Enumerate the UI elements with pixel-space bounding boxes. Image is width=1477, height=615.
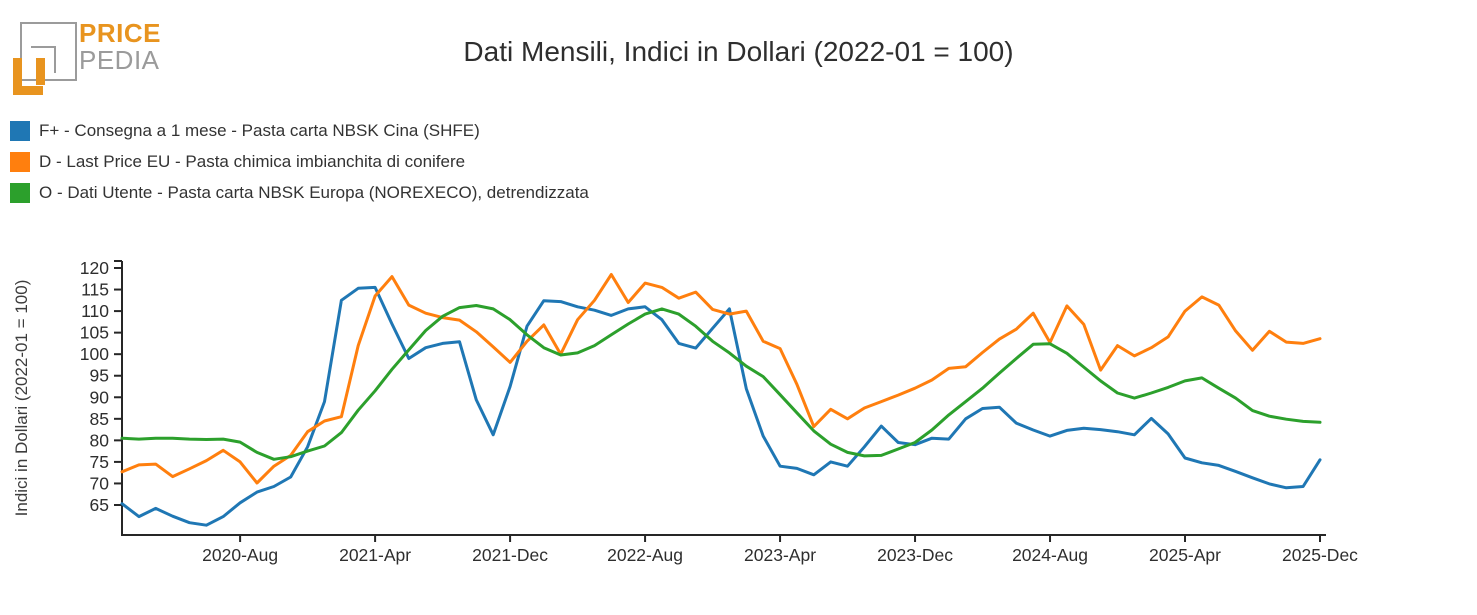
x-tick-label: 2025-Apr xyxy=(1149,545,1221,565)
legend-item-0: F+ - Consegna a 1 mese - Pasta carta NBS… xyxy=(10,120,589,141)
logo-inner-bracket-icon xyxy=(31,46,56,73)
series-line-1 xyxy=(120,273,1322,485)
pricepedia-logo: PRICE PEDIA xyxy=(0,0,230,100)
logo-outer-square-icon xyxy=(20,22,77,81)
legend-label: O - Dati Utente - Pasta carta NBSK Europ… xyxy=(39,182,589,202)
series-line-2 xyxy=(120,304,1322,461)
legend-item-2: O - Dati Utente - Pasta carta NBSK Europ… xyxy=(10,182,589,203)
logo-text-pedia: PEDIA xyxy=(79,44,160,75)
y-tick-label: 65 xyxy=(90,495,109,515)
x-tick-label: 2023-Dec xyxy=(877,545,953,565)
legend-label: D - Last Price EU - Pasta chimica imbian… xyxy=(39,151,466,171)
x-tick-label: 2025-Dec xyxy=(1282,545,1358,565)
legend-item-1: D - Last Price EU - Pasta chimica imbian… xyxy=(10,151,589,172)
x-tick-label: 2021-Apr xyxy=(339,545,411,565)
logo-orange-corner-icon xyxy=(13,58,43,95)
x-tick-label: 2020-Aug xyxy=(202,545,278,565)
y-tick-label: 105 xyxy=(80,323,109,343)
y-tick-label: 75 xyxy=(90,452,109,472)
legend-swatch-icon xyxy=(10,151,30,172)
y-tick-label: 95 xyxy=(90,366,109,386)
y-tick-label: 120 xyxy=(80,258,109,278)
y-tick-label: 70 xyxy=(90,473,110,493)
legend-label: F+ - Consegna a 1 mese - Pasta carta NBS… xyxy=(39,120,480,140)
series-line-0 xyxy=(120,285,1322,527)
x-tick-label: 2022-Aug xyxy=(607,545,683,565)
x-tick-label: 2021-Dec xyxy=(472,545,548,565)
x-tick-label: 2024-Aug xyxy=(1012,545,1088,565)
y-tick-label: 100 xyxy=(80,344,109,364)
legend-swatch-icon xyxy=(10,182,30,203)
y-tick-label: 115 xyxy=(81,280,109,300)
axes xyxy=(121,261,1326,536)
y-tick-label: 90 xyxy=(90,387,110,407)
logo-orange-bar-icon xyxy=(36,58,45,85)
y-tick-label: 110 xyxy=(81,301,109,321)
x-tick-label: 2023-Apr xyxy=(744,545,816,565)
logo-wordmark: PRICE PEDIA xyxy=(79,20,161,73)
y-tick-label: 80 xyxy=(90,430,110,450)
logo-text-price: PRICE xyxy=(79,18,161,48)
chart-legend: F+ - Consegna a 1 mese - Pasta carta NBS… xyxy=(10,120,589,213)
y-tick-label: 85 xyxy=(90,409,109,429)
legend-swatch-icon xyxy=(10,120,30,141)
chart-title: Dati Mensili, Indici in Dollari (2022-01… xyxy=(463,36,1014,67)
